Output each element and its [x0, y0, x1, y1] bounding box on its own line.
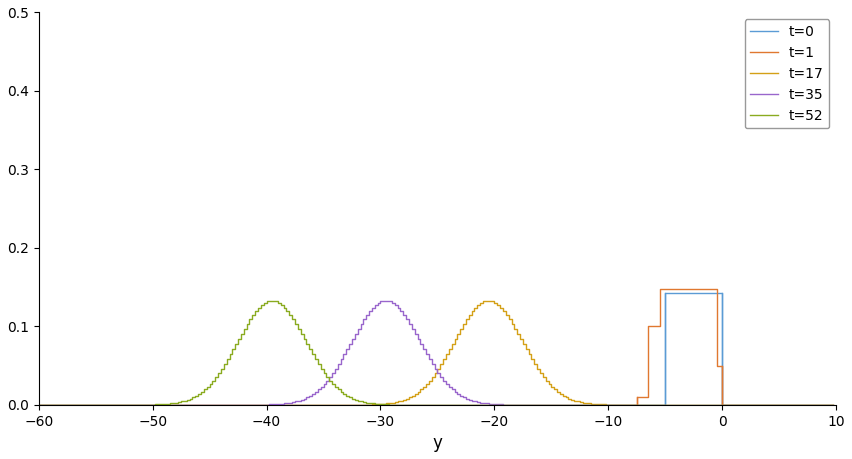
- t=0: [697, 290, 707, 295]
- t=1: [415, 402, 425, 408]
- Legend: t=0, t=1, t=17, t=35, t=52: t=0, t=1, t=17, t=35, t=52: [745, 19, 829, 128]
- t=35: [33, 402, 43, 408]
- t=1: [697, 286, 707, 291]
- t=0: [692, 290, 702, 295]
- t=0: [523, 402, 533, 408]
- t=35: [828, 402, 838, 408]
- t=52: [33, 402, 43, 408]
- Line: t=52: t=52: [38, 301, 833, 405]
- t=52: [527, 402, 537, 408]
- t=17: [156, 402, 166, 408]
- Line: t=35: t=35: [38, 301, 833, 405]
- t=35: [378, 298, 389, 303]
- t=35: [489, 402, 499, 407]
- t=1: [486, 402, 497, 408]
- t=35: [527, 402, 537, 408]
- t=52: [697, 402, 707, 408]
- t=1: [654, 286, 665, 291]
- t=17: [489, 300, 499, 305]
- t=52: [489, 402, 499, 408]
- t=17: [828, 402, 838, 408]
- t=52: [692, 402, 702, 408]
- Line: t=17: t=17: [38, 301, 833, 405]
- t=0: [156, 402, 166, 408]
- t=52: [156, 402, 166, 407]
- t=1: [156, 402, 166, 408]
- t=35: [156, 402, 166, 408]
- t=0: [660, 290, 671, 295]
- t=0: [415, 402, 425, 408]
- t=1: [828, 402, 838, 408]
- Line: t=0: t=0: [38, 292, 833, 405]
- t=17: [692, 402, 702, 408]
- t=0: [33, 402, 43, 408]
- t=1: [33, 402, 43, 408]
- Line: t=1: t=1: [38, 289, 833, 405]
- t=1: [692, 286, 702, 291]
- t=35: [692, 402, 702, 408]
- X-axis label: y: y: [433, 434, 442, 452]
- t=0: [486, 402, 497, 408]
- t=0: [828, 402, 838, 408]
- t=35: [697, 402, 707, 408]
- t=17: [415, 386, 425, 392]
- t=1: [523, 402, 533, 408]
- t=52: [828, 402, 838, 408]
- t=35: [418, 347, 429, 352]
- t=17: [527, 357, 537, 362]
- t=17: [33, 402, 43, 408]
- t=52: [418, 402, 429, 408]
- t=52: [264, 298, 274, 303]
- t=17: [697, 402, 707, 408]
- t=17: [481, 298, 491, 303]
